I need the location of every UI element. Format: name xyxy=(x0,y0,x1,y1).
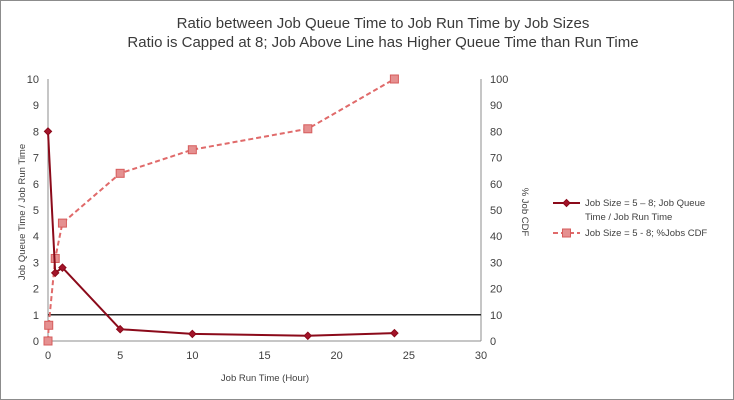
ratio-point-marker xyxy=(188,329,197,339)
cdf-point-marker xyxy=(57,218,67,228)
plot-area xyxy=(43,74,481,346)
y2-tick-label: 100 xyxy=(490,74,508,86)
y2-axis-label: % Job CDF xyxy=(519,188,530,237)
y2-tick-label: 70 xyxy=(490,153,502,165)
x-tick-label: 0 xyxy=(45,350,51,362)
y-tick-label: 2 xyxy=(33,284,39,296)
y2-tick-label: 50 xyxy=(490,205,502,217)
y2-tick-label: 30 xyxy=(490,257,502,269)
legend-swatch-marker-cdf xyxy=(562,228,571,238)
y-tick-label: 8 xyxy=(33,126,39,138)
y-tick-label: 5 xyxy=(33,205,39,217)
ratio-point-marker xyxy=(303,331,313,341)
y-tick-label: 9 xyxy=(33,100,39,112)
legend-label-cdf: Job Size = 5 - 8; %Jobs CDF xyxy=(585,228,707,239)
x-tick-label: 15 xyxy=(258,350,270,362)
x-tick-label: 20 xyxy=(331,350,343,362)
legend-label-ratio-line1: Job Size = 5 – 8; Job Queue xyxy=(585,198,705,209)
ratio-point-marker xyxy=(115,324,125,334)
y-tick-label: 7 xyxy=(33,153,39,165)
y-tick-labels: 0 1 2 3 4 5 6 7 8 9 10 xyxy=(27,74,39,348)
ratio-point-marker xyxy=(58,263,67,272)
y-tick-label: 6 xyxy=(33,179,39,191)
cdf-point-marker xyxy=(187,145,197,155)
x-tick-label: 25 xyxy=(403,350,415,362)
y2-tick-label: 0 xyxy=(490,336,496,348)
y-tick-label: 10 xyxy=(27,74,39,86)
x-tick-label: 30 xyxy=(475,350,487,362)
cdf-point-marker xyxy=(389,74,399,84)
cdf-point-marker xyxy=(303,124,313,134)
legend: Job Size = 5 – 8; Job Queue Time / Job R… xyxy=(553,198,707,239)
y2-tick-label: 90 xyxy=(490,100,502,112)
cdf-point-marker xyxy=(43,336,53,346)
x-axis-label: Job Run Time (Hour) xyxy=(221,373,309,384)
y-tick-label: 1 xyxy=(33,310,39,322)
chart-subtitle: Ratio is Capped at 8; Job Above Line has… xyxy=(127,34,638,51)
y-tick-label: 3 xyxy=(33,257,39,269)
y2-tick-label: 20 xyxy=(490,284,502,296)
legend-swatch-marker-ratio xyxy=(562,198,571,208)
series-line-ratio xyxy=(47,131,395,337)
y-tick-label: 0 xyxy=(33,336,39,348)
y2-tick-label: 80 xyxy=(490,126,502,138)
cdf-point-marker xyxy=(115,168,125,178)
y2-tick-label: 40 xyxy=(490,231,502,243)
cdf-point-marker xyxy=(44,320,54,330)
y-axis-label: Job Queue Time / Job Run Time xyxy=(17,144,28,280)
legend-label-ratio-line2: Time / Job Run Time xyxy=(585,212,672,223)
ratio-point-marker xyxy=(43,127,53,136)
x-tick-label: 5 xyxy=(117,350,123,362)
ratio-point-marker xyxy=(50,268,60,278)
y2-tick-labels: 0 10 20 30 40 50 60 70 80 90 100 xyxy=(490,74,508,348)
x-tick-labels: 0 5 10 15 20 25 30 xyxy=(45,350,487,362)
y2-tick-label: 10 xyxy=(490,310,502,322)
ratio-point-marker xyxy=(390,328,399,338)
chart-title: Ratio between Job Queue Time to Job Run … xyxy=(177,15,590,32)
x-tick-label: 10 xyxy=(186,350,198,362)
y2-tick-label: 60 xyxy=(490,179,502,191)
y-tick-label: 4 xyxy=(33,231,39,243)
series-line-cdf xyxy=(47,78,395,342)
